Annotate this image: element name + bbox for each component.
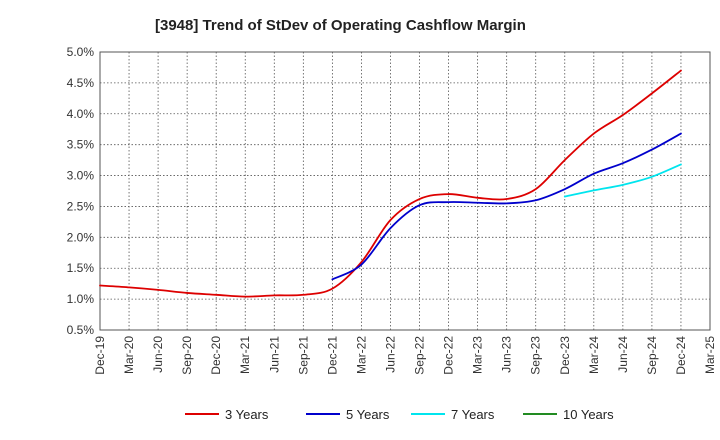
x-tick-label: Mar-21	[238, 336, 252, 374]
y-tick-label: 4.0%	[67, 107, 95, 121]
y-tick-label: 2.5%	[67, 199, 95, 213]
x-tick-label: Dec-24	[674, 336, 688, 375]
x-tick-label: Sep-24	[645, 336, 659, 375]
x-tick-label: Jun-21	[267, 336, 281, 373]
legend: 3 Years 5 Years 7 Years 10 Years	[185, 407, 614, 422]
y-tick-label: 1.5%	[67, 261, 95, 275]
x-tick-label: Jun-23	[500, 336, 514, 373]
series-line-3-years	[99, 69, 682, 298]
y-tick-label: 3.0%	[67, 169, 95, 183]
x-tick-label: Dec-23	[558, 336, 572, 375]
series-line-7-years	[563, 163, 682, 198]
y-tick-label: 5.0%	[67, 45, 95, 59]
y-axis: 0.5% 1.0% 1.5% 2.0% 2.5% 3.0% 3.5% 4.0% 4.5% 5.0%	[67, 45, 95, 337]
x-tick-label: Jun-24	[616, 336, 630, 373]
x-tick-label: Mar-23	[471, 336, 485, 374]
x-tick-label: Mar-22	[354, 336, 368, 374]
plot-area-frame	[99, 51, 711, 331]
y-tick-label: 4.5%	[67, 76, 95, 90]
y-tick-label: 0.5%	[67, 323, 95, 337]
y-tick-label: 2.0%	[67, 230, 95, 244]
series-lines	[99, 69, 682, 298]
x-tick-label: Sep-20	[180, 336, 194, 375]
legend-label-5-years: 5 Years	[346, 407, 390, 422]
y-tick-label: 3.5%	[67, 138, 95, 152]
legend-label-10-years: 10 Years	[563, 407, 614, 422]
chart-title: [3948] Trend of StDev of Operating Cashf…	[155, 17, 526, 34]
series-line-5-years	[331, 132, 682, 281]
grid	[100, 52, 710, 330]
x-axis: Dec-19 Mar-20 Jun-20 Sep-20 Dec-20 Mar-21 Jun-…	[93, 336, 717, 375]
x-tick-label: Sep-23	[529, 336, 543, 375]
x-tick-label: Jun-22	[383, 336, 397, 373]
x-tick-label: Dec-21	[325, 336, 339, 375]
x-tick-label: Dec-22	[442, 336, 456, 375]
y-tick-label: 1.0%	[67, 292, 95, 306]
x-tick-label: Sep-22	[413, 336, 427, 375]
x-tick-label: Mar-24	[587, 336, 601, 374]
x-tick-label: Dec-19	[93, 336, 107, 375]
legend-label-3-years: 3 Years	[225, 407, 269, 422]
x-tick-label: Sep-21	[296, 336, 310, 375]
x-tick-label: Mar-20	[122, 336, 136, 374]
x-tick-label: Jun-20	[151, 336, 165, 373]
legend-label-7-years: 7 Years	[451, 407, 495, 422]
x-tick-label: Mar-25	[703, 336, 717, 374]
x-tick-label: Dec-20	[209, 336, 223, 375]
